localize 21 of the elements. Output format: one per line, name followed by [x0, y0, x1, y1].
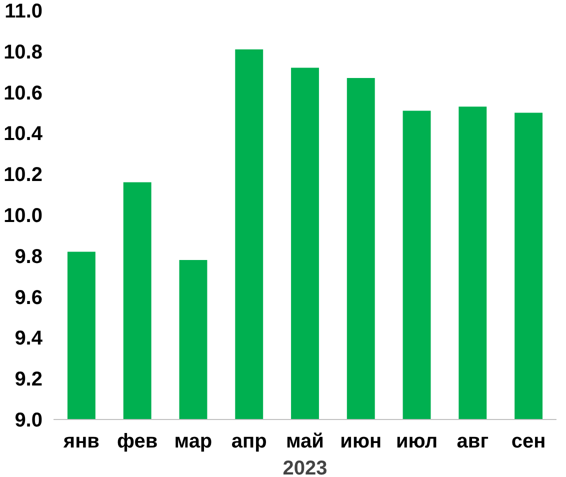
x-tick-label: май — [286, 430, 324, 452]
x-axis-title: 2023 — [282, 458, 328, 477]
x-tick-label: мар — [174, 430, 212, 452]
y-tick-label: 9.4 — [14, 328, 44, 350]
x-tick-label: июл — [396, 430, 438, 452]
y-tick-label: 10.8 — [4, 41, 43, 64]
x-tick-label: июн — [340, 430, 382, 452]
x-tick-label: янв — [62, 430, 100, 452]
y-tick-label: 9.2 — [14, 368, 43, 391]
x-tick-label: фев — [117, 430, 158, 452]
y-tick-label: 9.8 — [14, 246, 43, 268]
y-tick-label: 10.0 — [4, 205, 43, 227]
y-tick-label: 9.0 — [14, 410, 43, 432]
x-tick-label: авг — [456, 430, 489, 452]
y-tick-label: 10.6 — [4, 82, 43, 104]
y-tick-label: 10.2 — [4, 164, 43, 186]
y-tick-label: 10.4 — [4, 123, 44, 146]
x-tick-label: апр — [231, 430, 267, 452]
x-tick-label: сен — [511, 430, 546, 452]
y-tick-label: 9.6 — [14, 286, 43, 309]
y-tick-label: 11.0 — [4, 0, 43, 22]
